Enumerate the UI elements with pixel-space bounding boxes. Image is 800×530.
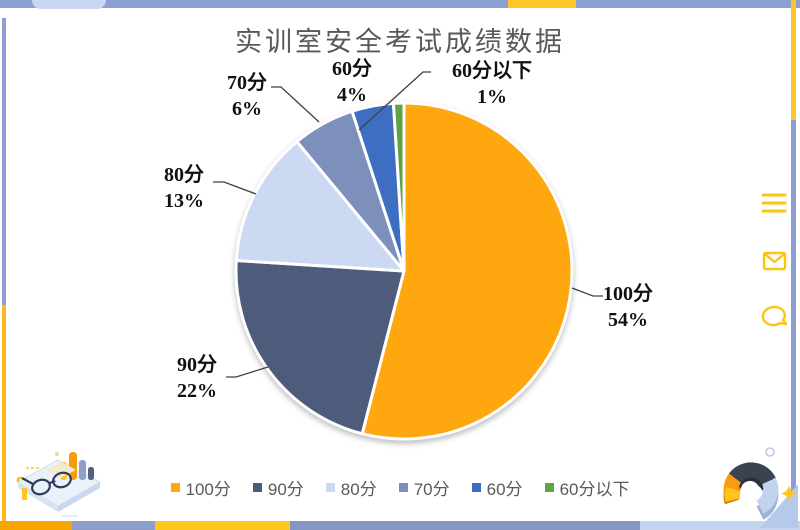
callout-60-below: 60分以下 1% (428, 58, 556, 110)
callout-pct: 1% (477, 86, 507, 108)
legend-item-100分: 100分 (170, 475, 231, 500)
legend-label: 60分 (486, 479, 523, 499)
legend-item-60分: 60分 (471, 475, 523, 500)
frame-bottom-segment-orange (0, 521, 72, 530)
frame-left-strip-yellow (2, 305, 6, 522)
legend-label: 80分 (340, 479, 377, 499)
legend-item-70分: 70分 (398, 475, 450, 500)
legend-swatch (170, 482, 180, 492)
mail-icon[interactable] (758, 248, 790, 274)
pie-slice-80分 (234, 140, 406, 273)
legend-label: 70分 (413, 479, 450, 499)
legend-swatch (471, 482, 481, 492)
callout-pct: 6% (232, 98, 262, 120)
callout-90: 90分 22% (153, 352, 241, 404)
callout-label: 70分 (227, 72, 267, 94)
donut-chart-illustration (723, 447, 798, 528)
callout-label: 60分以下 (452, 60, 532, 82)
callout-80: 80分 13% (139, 162, 229, 214)
frame-bottom-segment-blue1 (72, 521, 155, 530)
legend-swatch (325, 482, 335, 492)
legend-swatch (544, 482, 554, 492)
frame-top-strip (0, 0, 800, 8)
legend-swatch (398, 482, 408, 492)
legend-swatch (252, 482, 262, 492)
frame-bottom-segment-blue2 (290, 521, 640, 530)
leader-line (571, 287, 603, 297)
frame-bottom-segment-yellow (155, 521, 290, 530)
desk-glasses-illustration (16, 452, 102, 517)
pie-leader-lines (213, 71, 603, 378)
callout-label: 100分 (603, 283, 653, 305)
legend-item-90分: 90分 (252, 475, 304, 500)
menu-icon[interactable] (758, 190, 790, 216)
callout-pct: 13% (164, 190, 204, 212)
legend-label: 100分 (185, 479, 231, 499)
callout-pct: 54% (608, 309, 648, 331)
leader-line (213, 181, 257, 195)
chat-icon[interactable] (758, 304, 790, 330)
legend-label: 60分以下 (559, 479, 630, 499)
frame-left-strip-blue (2, 18, 6, 305)
legend-label: 90分 (267, 479, 304, 499)
page-title: 实训室安全考试成绩数据 (235, 27, 565, 57)
frame-top-cloud-shape (32, 0, 106, 9)
leader-line (271, 86, 320, 123)
callout-label: 80分 (164, 164, 204, 186)
frame-right-strip (791, 0, 796, 530)
leader-line (226, 366, 269, 378)
frame-right-yellow-segment (791, 0, 796, 120)
frame-bottom-segment-lightblue (640, 521, 800, 530)
chart-legend: 100分 90分 80分 70分 60分 60分以下 (0, 475, 800, 500)
callout-70: 70分 6% (204, 70, 290, 122)
callout-label: 60分 (332, 58, 372, 80)
pie-slice-100分 (360, 101, 574, 441)
callout-pct: 4% (337, 84, 367, 106)
pie-slice-60分以下 (391, 101, 406, 273)
legend-item-60分以下: 60分以下 (544, 475, 630, 500)
pie-slice-90分 (234, 258, 406, 436)
frame-top-yellow-segment (508, 0, 576, 8)
leader-line (358, 71, 431, 131)
callout-60: 60分 4% (312, 56, 392, 108)
pie-slices (234, 101, 574, 441)
callout-pct: 22% (177, 380, 217, 402)
callout-label: 90分 (177, 354, 217, 376)
legend-item-80分: 80分 (325, 475, 377, 500)
callout-100: 100分 54% (584, 281, 672, 333)
